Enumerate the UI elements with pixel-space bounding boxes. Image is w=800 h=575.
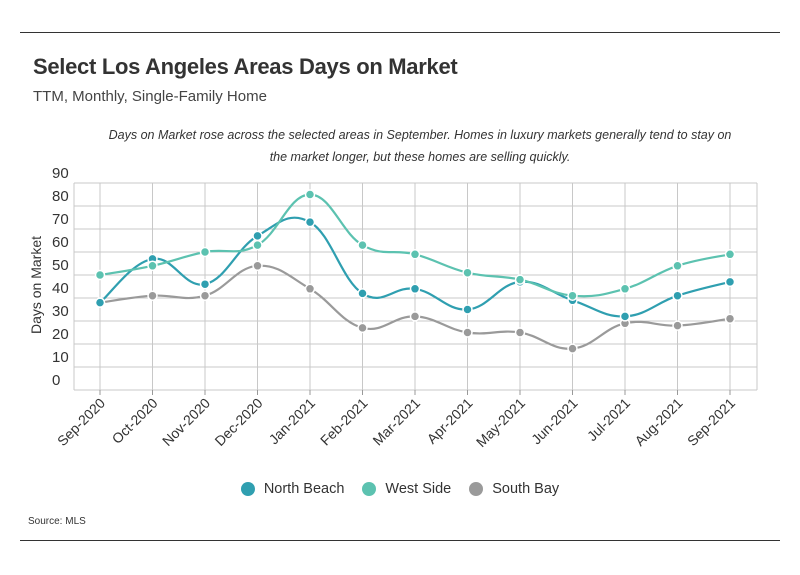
data-point-west-side <box>619 283 631 295</box>
data-point-south-bay <box>409 311 421 322</box>
legend-swatch <box>240 482 255 496</box>
legend: North Beach West Side South Bay <box>0 481 800 497</box>
data-point-west-side <box>514 274 526 285</box>
data-point-north-beach <box>199 278 211 290</box>
legend-label: West Side <box>385 481 452 497</box>
x-tick-label: Nov-2020 <box>159 395 213 449</box>
legend-item-west-side: West Side <box>362 481 451 497</box>
data-point-north-beach <box>462 304 473 315</box>
data-point-south-bay <box>199 290 211 301</box>
data-point-south-bay <box>304 283 316 295</box>
data-point-west-side <box>199 246 211 258</box>
data-point-north-beach <box>252 230 263 242</box>
x-tick-label: Aug-2021 <box>631 395 685 449</box>
data-point-south-bay <box>462 327 473 338</box>
y-tick-labels: 0 10 20 30 40 50 60 70 80 90 <box>52 165 69 389</box>
x-tick-label: Jul-2021 <box>584 395 633 444</box>
x-tick-label: Feb-2021 <box>317 395 371 449</box>
y-tick-label: 20 <box>52 326 69 343</box>
bottom-rule <box>20 540 780 541</box>
legend-swatch <box>362 482 377 496</box>
data-point-south-bay <box>147 290 158 301</box>
legend-label: South Bay <box>492 481 560 497</box>
chart-subtitle: TTM, Monthly, Single-Family Home <box>33 88 267 105</box>
source-note: Source: MLS <box>28 516 86 527</box>
x-tick-label: Mar-2021 <box>369 395 423 449</box>
data-point-west-side <box>462 267 473 278</box>
data-point-west-side <box>304 189 316 200</box>
y-tick-label: 0 <box>52 372 60 389</box>
data-point-west-side <box>252 239 263 251</box>
data-point-west-side <box>357 239 368 251</box>
data-point-west-side <box>724 249 736 260</box>
data-point-south-bay <box>252 260 263 272</box>
data-point-south-bay <box>514 327 526 338</box>
data-point-north-beach <box>94 297 106 308</box>
y-tick-label: 40 <box>52 280 69 297</box>
x-tick-label: Jun-2021 <box>528 395 581 448</box>
legend-label: North Beach <box>263 481 345 497</box>
x-tick-label: Dec-2020 <box>211 395 265 449</box>
y-tick-label: 10 <box>52 349 69 366</box>
x-tick-label: Sep-2020 <box>54 395 108 449</box>
data-point-west-side <box>94 269 106 281</box>
series-points <box>94 189 736 354</box>
legend-item-north-beach: North Beach <box>240 481 345 497</box>
data-point-north-beach <box>304 216 316 228</box>
data-point-north-beach <box>672 290 683 301</box>
data-point-south-bay <box>672 320 683 331</box>
legend-swatch <box>469 482 484 496</box>
data-point-south-bay <box>357 322 368 334</box>
y-tick-label: 50 <box>52 257 69 274</box>
y-tick-label: 70 <box>52 211 69 228</box>
legend-item-south-bay: South Bay <box>469 481 559 497</box>
x-tick-label: May-2021 <box>473 395 528 450</box>
data-point-north-beach <box>357 288 368 299</box>
x-tick-label: Apr-2021 <box>424 395 476 447</box>
top-rule <box>20 32 780 33</box>
y-tick-label: 60 <box>52 234 69 251</box>
data-point-west-side <box>147 260 158 272</box>
y-axis-label: Days on Market <box>28 236 44 334</box>
y-tick-label: 90 <box>52 165 69 182</box>
y-tick-label: 80 <box>52 188 69 205</box>
chart-annotation: Days on Market rose across the selected … <box>108 128 732 164</box>
y-tick-label: 30 <box>52 303 69 320</box>
data-point-south-bay <box>724 313 736 324</box>
data-point-west-side <box>409 249 421 260</box>
data-point-west-side <box>567 290 578 301</box>
data-point-north-beach <box>619 311 631 322</box>
data-point-south-bay <box>567 343 578 354</box>
chart-title: Select Los Angeles Areas Days on Market <box>33 54 458 79</box>
data-point-north-beach <box>724 276 736 288</box>
x-tick-label: Oct-2020 <box>109 395 161 447</box>
x-tick-label: Jan-2021 <box>266 395 319 448</box>
data-point-west-side <box>672 260 683 272</box>
data-point-north-beach <box>409 283 421 295</box>
x-tick-label: Sep-2021 <box>684 395 738 449</box>
